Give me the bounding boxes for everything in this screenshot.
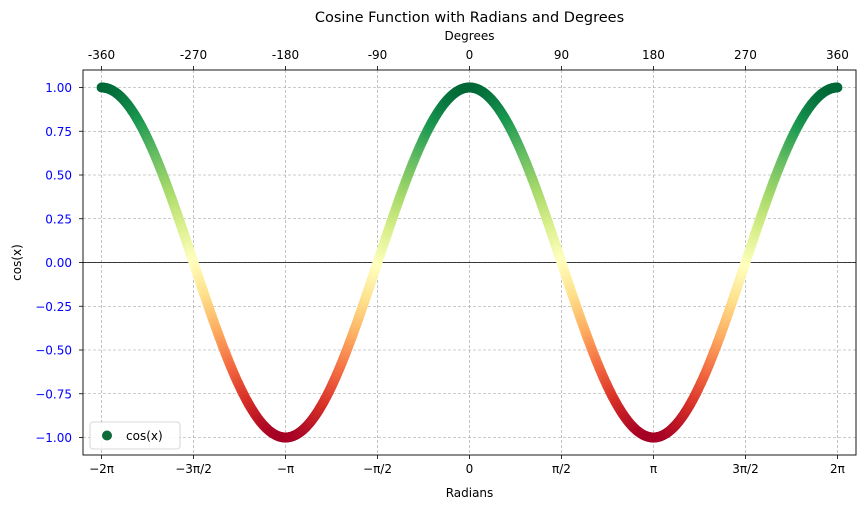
x-axis-label: Radians — [446, 486, 494, 500]
x-tick-label: −2π — [89, 462, 114, 476]
top-tick-label: -270 — [180, 48, 207, 62]
legend-label: cos(x) — [126, 429, 163, 443]
x-tick-label: 2π — [830, 462, 845, 476]
x-tick-label: π — [650, 462, 657, 476]
data-point — [832, 82, 843, 93]
chart-title: Cosine Function with Radians and Degrees — [315, 10, 624, 26]
top-tick-label: -90 — [368, 48, 388, 62]
legend-marker — [102, 430, 112, 441]
secondary-x-axis-label: Degrees — [445, 29, 495, 43]
top-tick-label: -360 — [88, 48, 115, 62]
y-tick-label: −0.75 — [35, 387, 72, 401]
x-tick-label: 3π/2 — [732, 462, 759, 476]
top-tick-label: 0 — [466, 48, 474, 62]
top-tick-label: 270 — [734, 48, 757, 62]
y-tick-label: 1.00 — [45, 81, 72, 95]
y-tick-label: 0.75 — [45, 125, 72, 139]
y-tick-label: 0.00 — [45, 256, 72, 270]
y-tick-label: −0.50 — [35, 344, 72, 358]
axes: −2π −3π/2 −π −π/2 0 π/2 π 3π/2 2π -360 -270 -180 -90… — [35, 48, 857, 476]
x-tick-label: 0 — [466, 462, 474, 476]
legend: cos(x) — [89, 421, 181, 450]
x-tick-label: −π — [277, 462, 294, 476]
gridlines — [83, 70, 856, 455]
data-points — [96, 82, 843, 443]
x-tick-label: −3π/2 — [175, 462, 212, 476]
y-tick-label: 0.50 — [45, 169, 72, 183]
legend-box — [89, 421, 181, 450]
y-axis-label: cos(x) — [10, 244, 24, 281]
y-tick-label: 0.25 — [45, 212, 72, 226]
top-tick-label: 180 — [642, 48, 665, 62]
y-tick-label: −1.00 — [35, 431, 72, 445]
top-tick-label: 90 — [554, 48, 569, 62]
y-tick-label: −0.25 — [35, 300, 72, 314]
top-tick-label: 360 — [826, 48, 849, 62]
x-tick-label: −π/2 — [363, 462, 392, 476]
x-tick-label: π/2 — [552, 462, 571, 476]
top-tick-label: -180 — [272, 48, 299, 62]
